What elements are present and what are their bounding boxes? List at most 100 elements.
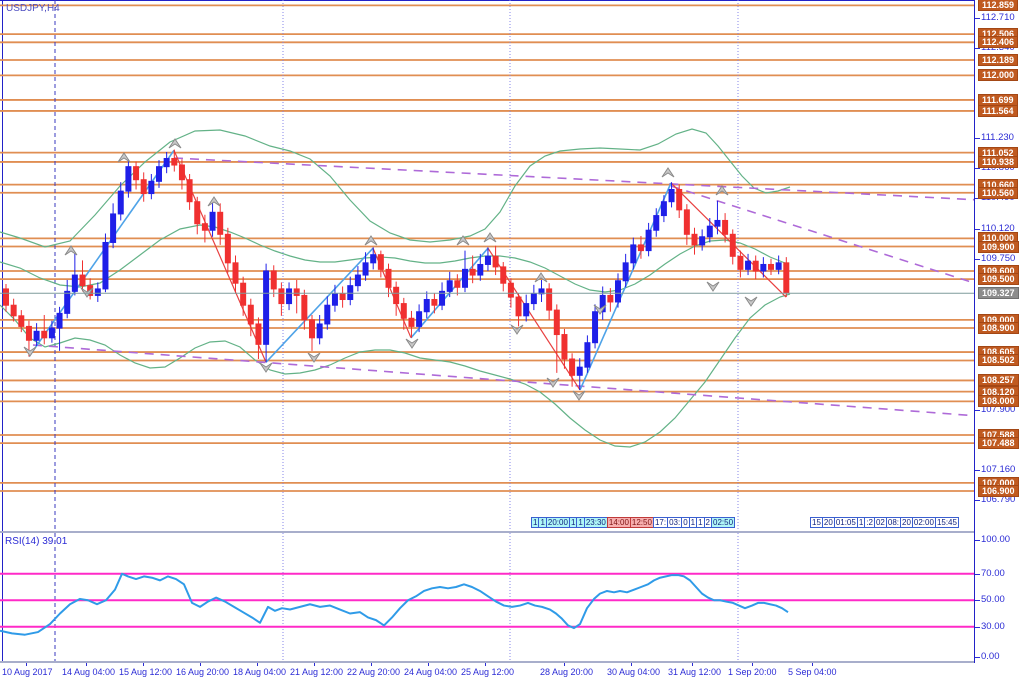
rsi-panel-bottom-separator[interactable] [0, 661, 974, 663]
zigzag-segment [265, 247, 374, 363]
level-price-label: 112.189 [978, 53, 1019, 66]
level-price-label: 112.406 [978, 36, 1019, 49]
level-price-label: 110.560 [978, 186, 1019, 199]
axis-tick [975, 198, 980, 200]
fractal-down-arrow-icon [307, 352, 321, 363]
level-price-label: 108.900 [978, 322, 1019, 335]
candle-body [18, 315, 25, 327]
candle-body [25, 325, 32, 341]
candle-body [362, 262, 369, 276]
candle-body [530, 293, 537, 305]
candle-body [186, 179, 193, 203]
time-axis-tick [26, 663, 27, 666]
candle-body [454, 280, 461, 288]
level-price-label: 110.938 [978, 155, 1019, 168]
time-axis-tick [143, 663, 144, 666]
candle-body [446, 280, 453, 292]
time-tag-chip: 02:00 [911, 517, 936, 528]
time-axis-label: 25 Aug 12:00 [461, 667, 515, 677]
axis-tick [975, 540, 980, 541]
fractal-down-arrow-icon [23, 346, 37, 357]
time-axis-label: 31 Aug 12:00 [668, 667, 722, 677]
candle-body [431, 299, 438, 306]
candle-body [102, 241, 109, 290]
fractal-down-arrow-icon [259, 362, 273, 373]
time-tag-chip: 01:05 [833, 517, 858, 528]
candle-body [240, 282, 247, 306]
candle-body [110, 213, 117, 243]
level-price-label: 108.000 [978, 395, 1019, 408]
candle-body [515, 296, 522, 317]
candle-body [722, 219, 729, 235]
fractal-down-arrow-icon [593, 304, 607, 315]
candle-body [94, 288, 101, 296]
candle-body [79, 274, 86, 287]
candle-body [775, 262, 782, 270]
candle-body [194, 201, 201, 225]
candle-body [385, 268, 392, 288]
candle-body [507, 282, 514, 298]
candle-body [224, 233, 231, 264]
candle-body [569, 358, 576, 376]
time-axis-label: 15 Aug 12:00 [119, 667, 173, 677]
candle-body [339, 293, 346, 301]
axis-tick [975, 409, 980, 411]
candle-body [599, 294, 606, 313]
rsi-scale-label: 0.00 [981, 651, 1000, 662]
time-axis-label: 1 Sep 20:00 [728, 667, 777, 677]
candle-body [41, 330, 48, 339]
candle-body [33, 330, 40, 341]
price-axis[interactable]: 112.710112.340111.230110.860110.490110.1… [975, 0, 1024, 683]
time-axis-label: 18 Aug 04:00 [233, 667, 287, 677]
time-axis[interactable]: 10 Aug 2017 14 Aug 04:00 15 Aug 12:00 16 Au… [0, 663, 1024, 683]
time-tag-chip: 12:50 [629, 517, 654, 528]
candle-body [783, 262, 790, 294]
candle-body [148, 180, 155, 195]
fractal-down-arrow-icon [706, 281, 720, 292]
candle-body [760, 263, 767, 272]
price-scale-label: 109.750 [981, 252, 1016, 264]
price-scale-label: 110.120 [981, 222, 1015, 234]
candle-body [637, 244, 644, 252]
candle-body [133, 166, 140, 181]
candle-body [232, 262, 239, 284]
price-scale-label: 111.230 [981, 132, 1014, 144]
candle-body [416, 311, 423, 327]
bollinger-upper-band [0, 128, 791, 248]
time-tag-chip: 20:00 [545, 517, 570, 528]
time-tag-chip: 08: [885, 517, 901, 528]
candle-body [683, 209, 690, 235]
candle-body [752, 260, 759, 272]
price-scale-label: 106.790 [981, 494, 1016, 505]
axis-tick [975, 574, 980, 575]
candle-body [408, 317, 415, 327]
main-price-chart[interactable] [0, 0, 974, 531]
candle-body [393, 286, 400, 305]
candle-body [653, 215, 660, 231]
fractal-up-arrow-icon [117, 152, 131, 163]
rsi-indicator-chart[interactable] [0, 533, 974, 661]
candle-body [668, 188, 675, 203]
fractal-down-arrow-icon [744, 296, 758, 307]
fractal-down-arrow-icon [546, 377, 560, 388]
candle-body [561, 334, 568, 360]
trendline [32, 344, 974, 417]
rsi-panel-top-separator[interactable] [0, 531, 974, 533]
level-price-label: 112.000 [978, 69, 1019, 82]
candle-body [316, 323, 323, 339]
candle-body [630, 244, 637, 264]
candle-body [370, 254, 377, 264]
candle-body [209, 211, 216, 231]
bollinger-lower-band [0, 293, 791, 448]
time-axis-tick [314, 663, 315, 666]
time-tag-chip: 03: [667, 517, 683, 528]
fractal-down-arrow-icon [80, 287, 94, 298]
time-axis-label: 30 Aug 04:00 [607, 667, 661, 677]
candle-body [729, 233, 736, 257]
fractal-up-arrow-icon [364, 235, 378, 246]
candle-body [377, 254, 384, 270]
time-tag-chip: 15:45 [934, 517, 959, 528]
candle-body [3, 288, 9, 306]
axis-tick [975, 258, 980, 260]
